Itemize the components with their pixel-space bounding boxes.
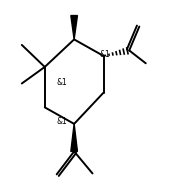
- Text: &1: &1: [57, 117, 68, 126]
- Polygon shape: [71, 15, 78, 40]
- Text: &1: &1: [57, 78, 68, 87]
- Text: &1: &1: [100, 50, 111, 59]
- Polygon shape: [71, 124, 78, 151]
